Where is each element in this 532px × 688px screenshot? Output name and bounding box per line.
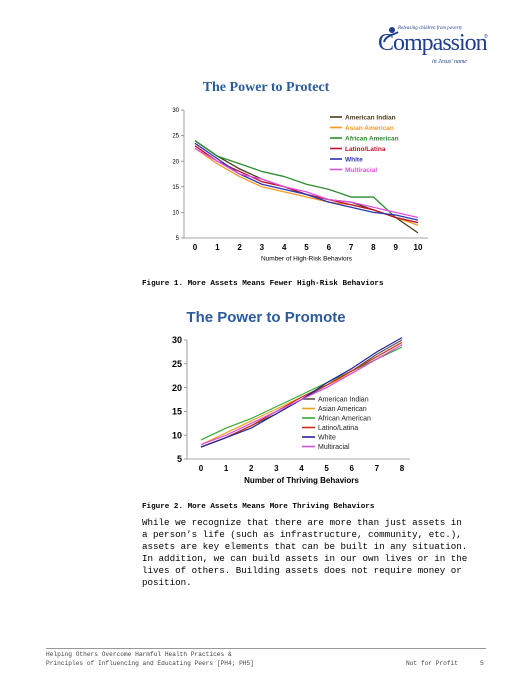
logo-registered-mark: ® — [484, 34, 488, 40]
series-line-multiracial — [200, 344, 403, 446]
legend-label: Multiracial — [345, 167, 377, 174]
x-tick-label: 6 — [350, 464, 355, 473]
y-tick-label: 15 — [172, 407, 182, 417]
x-axis-title: Number of Thriving Behaviors — [244, 476, 359, 485]
legend-label: Asian American — [318, 406, 367, 413]
series-line-white — [194, 142, 419, 221]
figure1-title: The Power to Protect — [202, 80, 330, 95]
y-tick-label: 25 — [172, 359, 182, 369]
figure2-caption: Figure 2. More Assets Means More Thrivin… — [142, 503, 375, 511]
y-tick-label: 30 — [172, 108, 179, 114]
y-tick-label: 5 — [176, 236, 180, 242]
x-tick-label: 1 — [215, 243, 220, 252]
body-paragraph: While we recognize that there are more t… — [142, 517, 468, 588]
legend-label: White — [345, 156, 363, 163]
x-tick-label: 1 — [224, 464, 229, 473]
y-tick-label: 5 — [177, 454, 182, 464]
x-tick-label: 3 — [274, 464, 279, 473]
logo-figure-icon — [383, 27, 399, 43]
x-tick-label: 10 — [414, 243, 423, 252]
logo-tagline: Releasing children from poverty — [398, 26, 463, 31]
x-tick-label: 2 — [237, 243, 242, 252]
legend-label: African American — [345, 135, 399, 142]
y-tick-label: 10 — [172, 211, 179, 217]
legend-label: White — [318, 434, 336, 441]
y-tick-label: 20 — [172, 383, 182, 393]
y-tick-label: 25 — [172, 134, 179, 140]
legend-label: Latino/Latina — [345, 146, 386, 153]
logo-subtitle: in Jesus' name — [432, 59, 467, 65]
x-tick-label: 9 — [393, 243, 398, 252]
x-tick-label: 7 — [375, 464, 380, 473]
series-line-latino-latina — [200, 341, 403, 448]
figure2-chart: 5 10 15 20 25 30 0 1 2 3 4 5 6 7 8 Number of Thriving B… — [172, 335, 410, 485]
series-line-african-american — [194, 140, 419, 224]
footer-line-1: Helping Others Overcome Harmful Health P… — [46, 651, 232, 658]
figure1-caption: Figure 1. More Assets Means Fewer High-R… — [142, 280, 384, 288]
x-axis-title: Number of High-Risk Behaviors — [261, 256, 353, 263]
x-tick-label: 3 — [260, 243, 265, 252]
y-tick-label: 15 — [172, 185, 179, 191]
x-tick-label: 4 — [282, 243, 287, 252]
x-tick-label: 8 — [400, 464, 405, 473]
x-tick-label: 2 — [249, 464, 254, 473]
x-tick-label: 0 — [199, 464, 204, 473]
y-tick-label: 30 — [172, 335, 182, 345]
figure2-title: The Power to Promote — [186, 309, 346, 326]
logo-brand: Compassion — [378, 30, 488, 56]
legend-label: African American — [318, 415, 371, 422]
series-line-multiracial — [194, 147, 419, 219]
footer-status: Not for Profit — [406, 660, 458, 667]
x-tick-label: 5 — [304, 243, 309, 252]
series-line-african-american — [200, 346, 403, 441]
page-number: 5 — [480, 660, 484, 667]
legend-label: Multiracial — [318, 444, 350, 451]
footer-divider — [46, 648, 486, 649]
x-tick-label: 8 — [371, 243, 376, 252]
x-tick-label: 6 — [327, 243, 332, 252]
legend-label: Asian American — [345, 125, 394, 132]
figure1-chart: 5 10 15 20 25 30 0 1 2 3 4 5 6 7 8 9 10 Number of High-Ri… — [172, 108, 428, 263]
footer-line-2: Principles of Influencing and Educating … — [46, 660, 254, 667]
x-tick-label: 5 — [324, 464, 329, 473]
x-tick-label: 0 — [193, 243, 198, 252]
x-tick-label: 4 — [299, 464, 304, 473]
legend-label: American Indian — [318, 396, 369, 403]
compassion-logo: Releasing children from poverty Compassi… — [376, 22, 492, 72]
legend-label: American Indian — [345, 114, 396, 121]
y-tick-label: 20 — [172, 159, 179, 165]
legend-label: Latino/Latina — [318, 425, 358, 432]
y-tick-label: 10 — [172, 430, 182, 440]
x-tick-label: 7 — [349, 243, 354, 252]
